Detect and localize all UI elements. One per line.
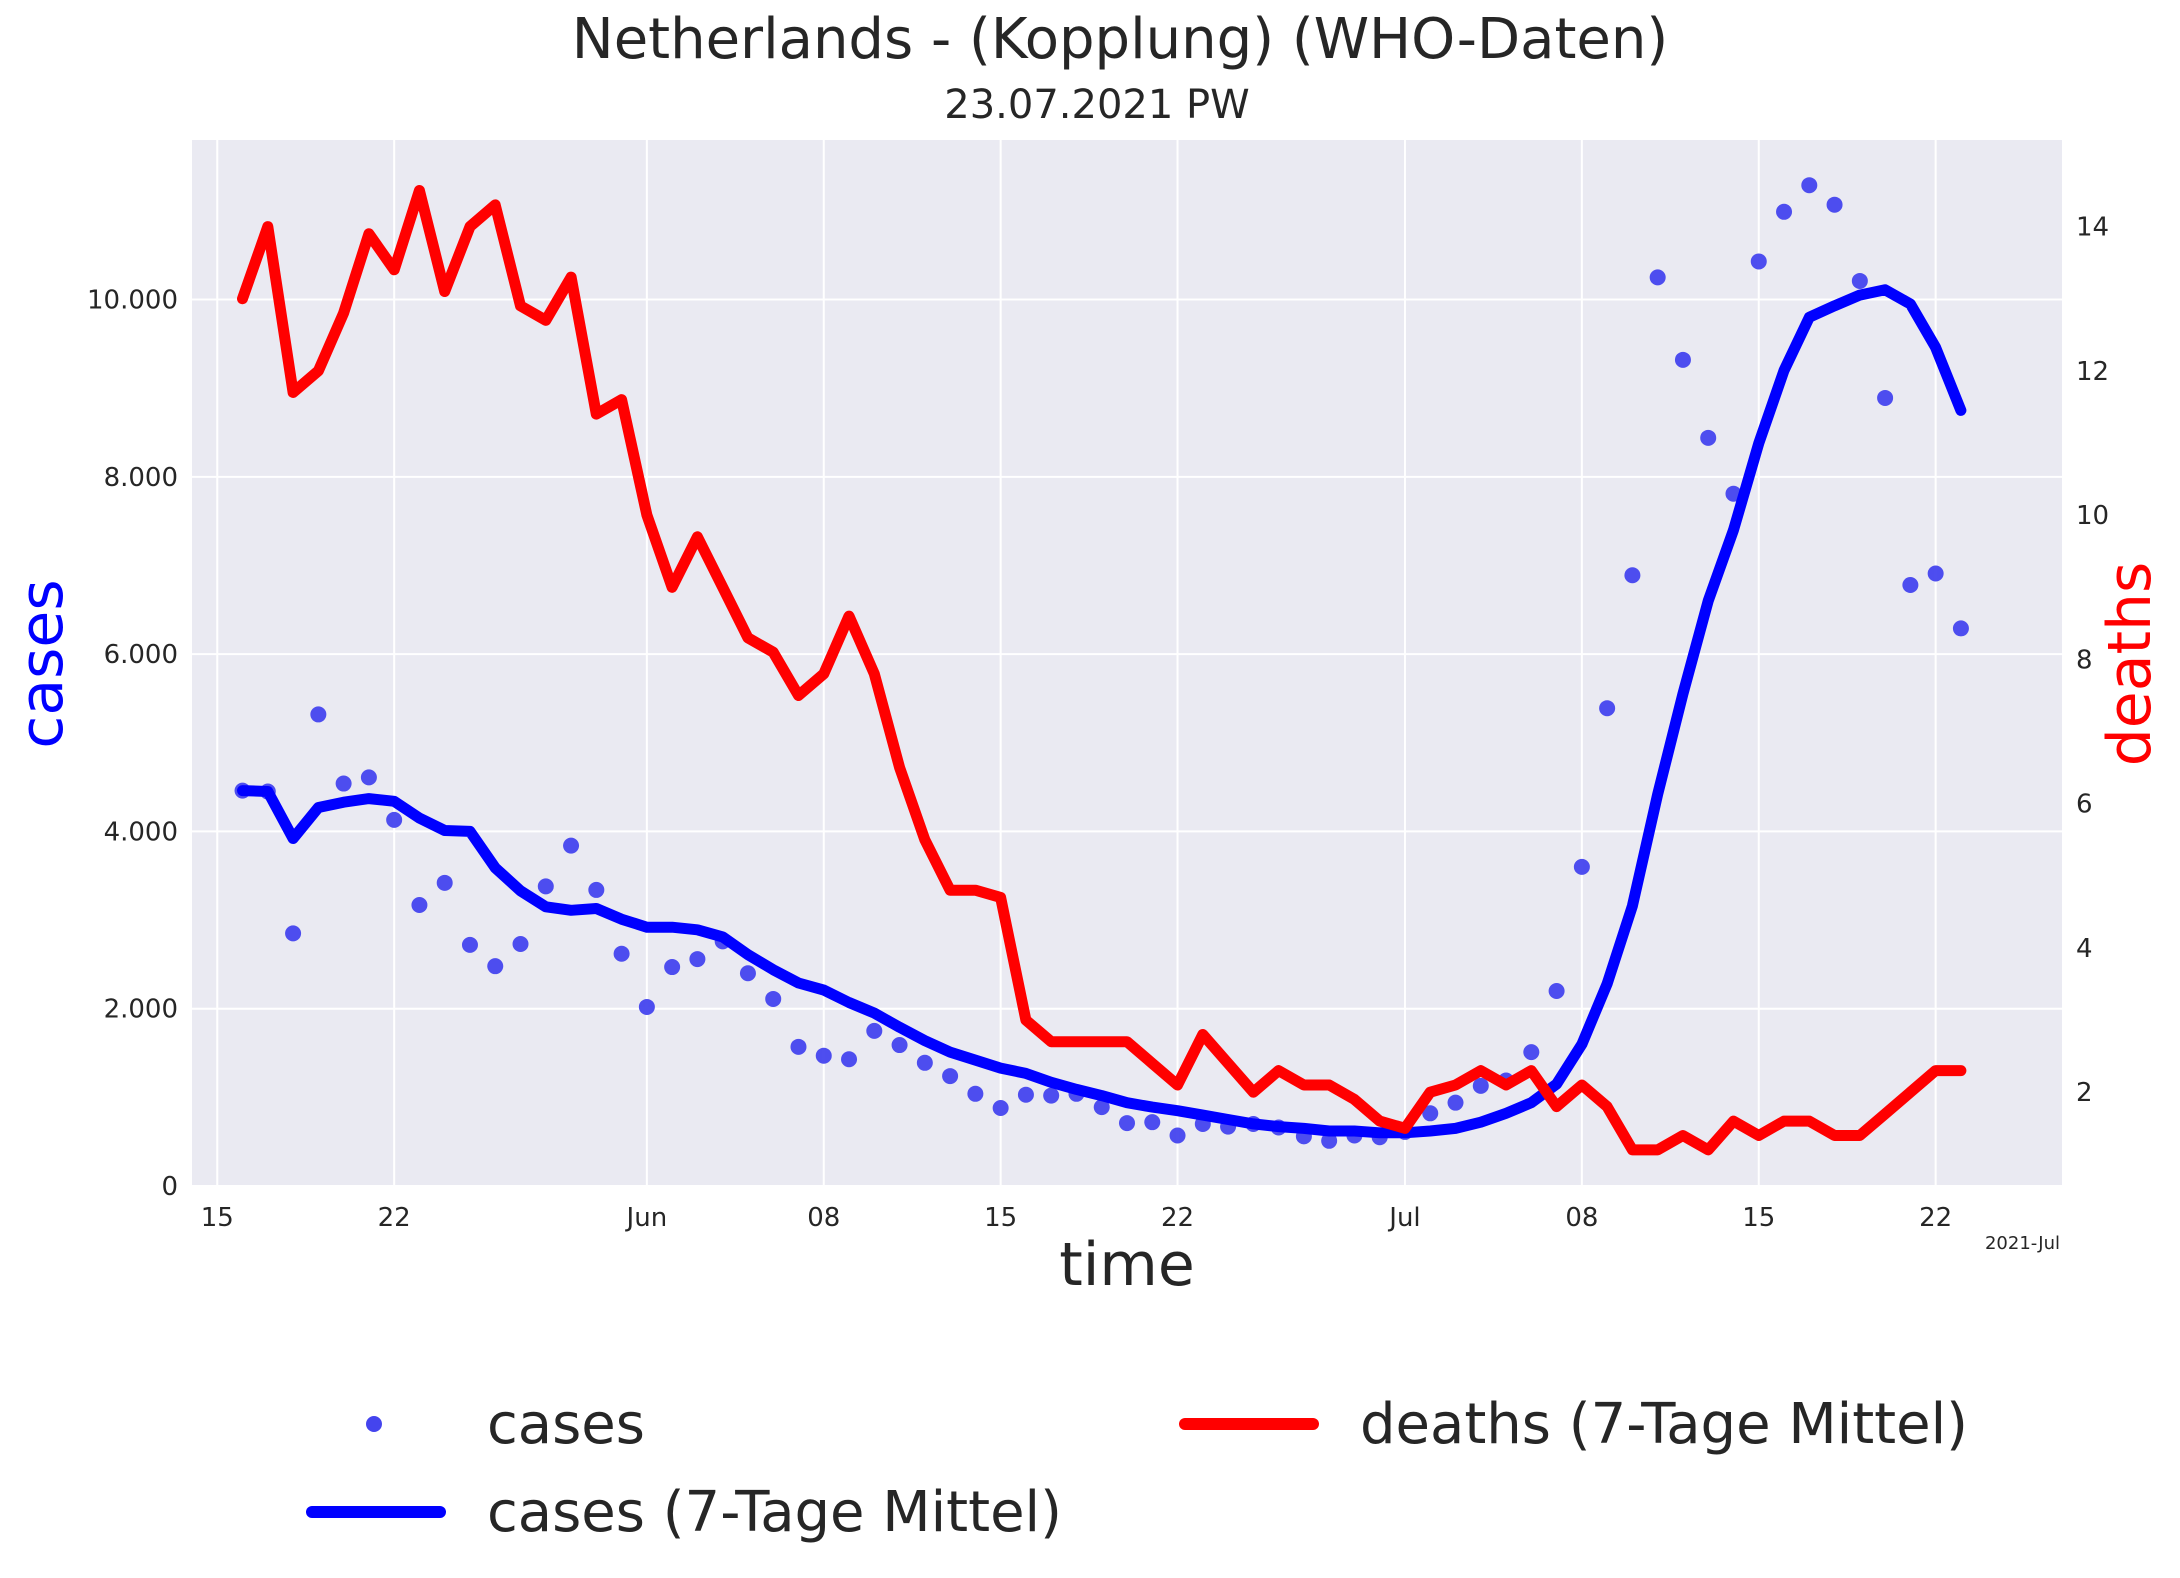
x-axis-label: time — [1059, 1230, 1195, 1300]
x-axis: 15 22 Jun 08 15 22 Jul 08 15 22 — [201, 1203, 1952, 1233]
x-tick-label-5: 22 — [1161, 1203, 1194, 1233]
cases-point-14 — [588, 881, 605, 898]
legend: cases cases (7-Tage Mittel) deaths (7-Ta… — [306, 1392, 1968, 1545]
y-axis-left-label: cases — [7, 579, 77, 748]
cases-point-13 — [563, 837, 580, 854]
y-right-tick-label-5: 12 — [2076, 357, 2109, 387]
y-right-tick-label-4: 10 — [2076, 501, 2109, 531]
cases-point-2 — [285, 925, 302, 942]
cases-point-5 — [360, 769, 377, 786]
cases-point-57 — [1674, 351, 1691, 368]
cases-point-68 — [1952, 620, 1969, 637]
cases-point-12 — [537, 878, 554, 895]
cases-point-21 — [765, 990, 782, 1007]
cases-point-47 — [1422, 1105, 1439, 1122]
cases-point-61 — [1776, 203, 1793, 220]
y-axis-right: 2 4 6 8 10 12 14 — [2076, 213, 2109, 1109]
cases-point-4 — [335, 775, 352, 792]
cases-point-7 — [411, 896, 428, 913]
y-left-tick-label-1: 2.000 — [104, 995, 178, 1025]
x-tick-label-2: Jun — [625, 1203, 668, 1233]
cases-point-8 — [436, 874, 453, 891]
cases-point-32 — [1043, 1087, 1060, 1104]
cases-point-36 — [1144, 1114, 1161, 1131]
cases-point-35 — [1119, 1115, 1135, 1132]
cases-point-60 — [1750, 253, 1767, 270]
y-axis-left: 0 2.000 4.000 6.000 8.000 10.000 — [87, 286, 178, 1202]
x-tick-label-9: 22 — [1919, 1203, 1952, 1233]
legend-cases-marker — [366, 1416, 382, 1432]
cases-avg-line — [237, 284, 1967, 1139]
y-left-tick-label-2: 4.000 — [104, 817, 178, 847]
x-tick-label-0: 15 — [201, 1203, 234, 1233]
x-tick-label-7: 08 — [1565, 1203, 1598, 1233]
y-left-tick-label-5: 10.000 — [87, 286, 178, 316]
cases-point-17 — [664, 959, 681, 976]
cases-point-64 — [1851, 272, 1868, 289]
cases-point-3 — [310, 706, 327, 723]
cases-point-10 — [487, 958, 504, 975]
cases-point-11 — [512, 936, 529, 953]
cases-point-15 — [613, 945, 630, 962]
cases-point-54 — [1599, 700, 1616, 717]
cases-point-27 — [916, 1054, 933, 1071]
cases-point-67 — [1927, 565, 1944, 582]
cases-point-34 — [1093, 1099, 1110, 1116]
y-right-tick-label-6: 14 — [2076, 213, 2109, 243]
y-right-tick-label-1: 4 — [2076, 934, 2093, 964]
deaths-avg-line — [237, 185, 1967, 1156]
cases-point-49 — [1472, 1077, 1489, 1094]
cases-point-28 — [942, 1068, 959, 1085]
cases-point-52 — [1548, 982, 1565, 999]
cases-point-9 — [461, 936, 478, 953]
y-right-tick-label-3: 8 — [2076, 645, 2093, 675]
cases-point-20 — [739, 965, 756, 982]
x-tick-label-1: 22 — [378, 1203, 411, 1233]
cases-point-25 — [866, 1022, 883, 1039]
cases-point-26 — [891, 1037, 908, 1054]
cases-point-62 — [1801, 177, 1818, 194]
cases-point-31 — [1017, 1086, 1034, 1103]
x-tick-label-6: Jul — [1387, 1203, 1420, 1233]
cases-point-16 — [638, 998, 655, 1015]
plot-area — [192, 140, 2062, 1186]
cases-point-29 — [967, 1085, 984, 1102]
y-right-tick-label-0: 2 — [2076, 1078, 2093, 1108]
cases-point-23 — [815, 1047, 832, 1064]
cases-point-58 — [1700, 429, 1717, 446]
cases-point-24 — [841, 1051, 858, 1068]
cases-point-53 — [1573, 858, 1590, 875]
x-tick-label-3: 08 — [807, 1203, 840, 1233]
cases-point-65 — [1877, 389, 1894, 406]
chart-title: Netherlands - (Kopplung) (WHO-Daten) — [572, 7, 1668, 72]
cases-point-55 — [1624, 567, 1641, 584]
x-tick-label-8: 15 — [1742, 1203, 1775, 1233]
cases-point-6 — [386, 811, 403, 828]
cases-point-37 — [1169, 1127, 1186, 1144]
chart-marks — [234, 177, 1969, 1156]
cases-point-43 — [1321, 1132, 1338, 1149]
cases-point-18 — [689, 951, 706, 968]
y-left-tick-label-3: 6.000 — [104, 640, 178, 670]
x-tick-label-4: 15 — [984, 1203, 1017, 1233]
cases-point-51 — [1523, 1044, 1540, 1061]
legend-cases-label: cases — [487, 1392, 645, 1457]
y-left-tick-label-0: 0 — [161, 1172, 178, 1202]
cases-point-30 — [992, 1099, 1009, 1116]
cases-point-66 — [1902, 576, 1919, 593]
y-right-tick-label-2: 6 — [2076, 790, 2093, 820]
x-offset-label: 2021-Jul — [1985, 1233, 2060, 1254]
chart-subtitle: 23.07.2021 PW — [944, 82, 1249, 128]
cases-point-48 — [1447, 1094, 1464, 1111]
cases-point-22 — [790, 1038, 807, 1055]
y-left-tick-label-4: 8.000 — [104, 463, 178, 493]
legend-cases-avg-label: cases (7-Tage Mittel) — [487, 1480, 1062, 1545]
cases-point-63 — [1826, 196, 1843, 213]
cases-point-56 — [1649, 269, 1666, 286]
grid — [192, 140, 2062, 1187]
legend-deaths-avg-label: deaths (7-Tage Mittel) — [1360, 1392, 1968, 1457]
y-axis-right-label: deaths — [2095, 562, 2165, 767]
